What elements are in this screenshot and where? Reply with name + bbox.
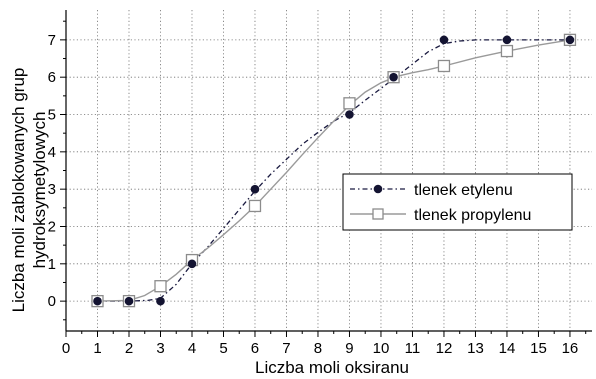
x-axis-title: Liczba moli oksiranu	[255, 358, 409, 377]
y-tick-label: 1	[48, 256, 56, 273]
axes	[60, 10, 592, 337]
y-tick-label: 4	[48, 144, 56, 161]
x-tick-label: 1	[93, 340, 101, 357]
x-tick-label: 16	[562, 340, 579, 357]
y-tick-label: 5	[48, 107, 56, 124]
data-point-etylen	[345, 110, 354, 119]
x-tick-label: 0	[62, 340, 70, 357]
x-tick-label: 2	[125, 340, 133, 357]
x-tick-label: 8	[314, 340, 322, 357]
x-tick-label: 5	[219, 340, 227, 357]
series-line-etylen	[97, 39, 570, 302]
data-point-etylen	[389, 72, 398, 82]
y-axis-title-line-1: Liczba moli zablokowanych grup	[9, 68, 28, 313]
y-tick-label: 0	[48, 293, 56, 310]
legend: tlenek etylenu tlenek propylenu	[342, 173, 573, 231]
x-tick-label: 13	[467, 340, 484, 357]
data-point-propylen	[500, 44, 514, 58]
series-lines	[97, 39, 571, 302]
x-tick-label: 12	[436, 340, 453, 357]
legend-marker-propylen	[372, 208, 384, 220]
grid	[66, 10, 592, 331]
x-tick-label: 3	[156, 340, 164, 357]
data-point-propylen	[437, 59, 451, 73]
data-point-etylen	[565, 35, 575, 45]
data-point-etylen	[250, 184, 260, 194]
x-tick-label: 4	[188, 340, 196, 357]
y-tick-label: 2	[48, 218, 56, 235]
data-point-etylen	[439, 35, 449, 45]
x-tick-label: 7	[282, 340, 290, 357]
series-markers	[91, 33, 577, 308]
x-tick-label: 14	[499, 340, 516, 357]
series-line-propylen	[97, 39, 571, 302]
x-tick-label: 9	[345, 340, 353, 357]
legend-marker-etylen	[373, 184, 383, 194]
y-tick-label: 6	[48, 69, 56, 86]
legend-box	[342, 173, 573, 231]
data-point-etylen	[156, 296, 165, 306]
data-point-propylen	[154, 280, 167, 293]
y-axis-title-line-2: hydroksymetylowych	[30, 112, 49, 269]
y-tick-label: 3	[48, 181, 56, 198]
legend-label-etylen: tlenek etylenu	[414, 182, 513, 199]
data-point-propylen	[343, 97, 356, 110]
data-point-etylen	[124, 296, 134, 306]
x-tick-label: 6	[251, 340, 259, 357]
y-tick-label: 7	[48, 32, 56, 49]
data-point-etylen	[502, 35, 512, 45]
data-point-etylen	[187, 259, 197, 269]
data-point-propylen	[248, 199, 262, 213]
x-tick-label: 15	[530, 340, 547, 357]
x-tick-label: 10	[373, 340, 390, 357]
x-tick-label: 11	[405, 340, 421, 357]
legend-label-propylen: tlenek propylenu	[414, 207, 531, 224]
data-point-etylen	[93, 296, 102, 306]
